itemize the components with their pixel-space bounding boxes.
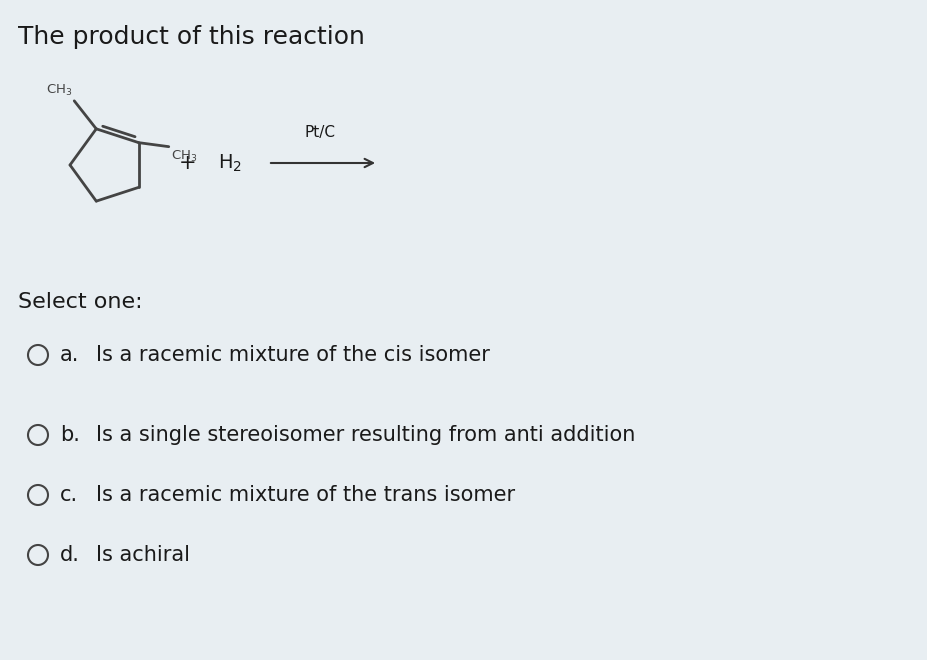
Text: Is a racemic mixture of the cis isomer: Is a racemic mixture of the cis isomer	[95, 345, 489, 365]
Text: Pt/C: Pt/C	[304, 125, 336, 140]
Text: The product of this reaction: The product of this reaction	[18, 25, 364, 49]
Text: H$_2$: H$_2$	[218, 152, 242, 174]
Text: Is a single stereoisomer resulting from anti addition: Is a single stereoisomer resulting from …	[95, 425, 635, 445]
Text: +: +	[179, 153, 197, 173]
Text: CH$_3$: CH$_3$	[45, 82, 72, 98]
Text: a.: a.	[60, 345, 80, 365]
Text: Select one:: Select one:	[18, 292, 143, 312]
Text: b.: b.	[60, 425, 80, 445]
Text: Is achiral: Is achiral	[95, 545, 190, 565]
Text: Is a racemic mixture of the trans isomer: Is a racemic mixture of the trans isomer	[95, 485, 514, 505]
Text: c.: c.	[60, 485, 78, 505]
Text: CH$_3$: CH$_3$	[171, 148, 197, 164]
Text: d.: d.	[60, 545, 80, 565]
